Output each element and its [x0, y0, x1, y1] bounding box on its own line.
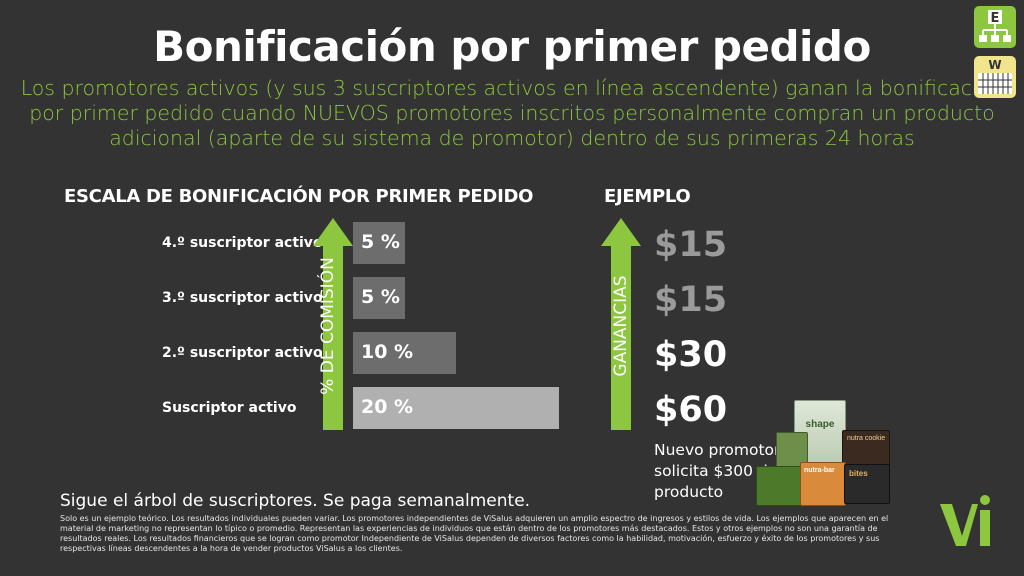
earnings-axis-label: GANANCIAS [611, 275, 631, 377]
bar-level-2-value: 10 % [361, 341, 414, 363]
amount-level-1: $60 [654, 390, 728, 430]
org-chart-icon-letter: E [991, 11, 1000, 26]
product-nutrabar-box: nutra-bar [800, 462, 846, 506]
product-cookie-box: nutra cookie [842, 430, 890, 468]
page-subtitle: Los promotores activos (y sus 3 suscript… [20, 76, 1004, 150]
brand-logo [940, 495, 990, 546]
bar-level-2: 10 % [353, 332, 456, 374]
disclaimer-text: Solo es un ejemplo teórico. Los resultad… [60, 514, 889, 553]
example-heading: EJEMPLO [604, 186, 691, 207]
scale-heading: ESCALA DE BONIFICACIÓN POR PRIMER PEDIDO [64, 186, 534, 207]
level-label-1: Suscriptor activo [162, 400, 297, 416]
example-note-text: Nuevo promotor solicita $300 del product… [654, 441, 782, 501]
example-note: Nuevo promotor solicita $300 del product… [654, 440, 784, 503]
product-bites-box: bites [844, 464, 890, 504]
product-shape-label: shape [805, 419, 835, 430]
bar-level-3: 5 % [353, 277, 405, 319]
level-label-2: 2.º suscriptor activo [162, 345, 323, 361]
amount-level-3: $15 [654, 280, 728, 320]
product-bites-label: bites [849, 469, 868, 478]
page-title: Bonificación por primer pedido [153, 22, 871, 71]
bar-level-4: 5 % [353, 222, 405, 264]
commission-axis-label: % DE COMISIÓN [318, 257, 338, 395]
footer-main-text: Sigue el árbol de suscriptores. Se paga … [60, 491, 531, 511]
earnings-arrow [601, 218, 641, 430]
bar-level-3-value: 5 % [361, 286, 400, 308]
bar-level-4-value: 5 % [361, 231, 400, 253]
calendar-icon-letter: W [988, 58, 1001, 72]
bar-level-1: 20 % [353, 387, 559, 429]
product-cookie-label: nutra cookie [847, 435, 886, 442]
amount-level-2: $30 [654, 335, 728, 375]
level-label-4: 4.º suscriptor activo [162, 235, 323, 251]
product-image: shape nutra cookie nutra-bar bites [756, 396, 892, 506]
commission-arrow [313, 218, 353, 430]
calendar-icon[interactable]: W [974, 56, 1016, 98]
bar-level-1-value: 20 % [361, 396, 414, 418]
level-label-3: 3.º suscriptor activo [162, 290, 323, 306]
product-green-box [756, 466, 802, 506]
org-chart-icon[interactable]: E [974, 6, 1016, 48]
amount-level-4: $15 [654, 225, 728, 265]
product-nutrabar-label: nutra-bar [804, 467, 835, 474]
